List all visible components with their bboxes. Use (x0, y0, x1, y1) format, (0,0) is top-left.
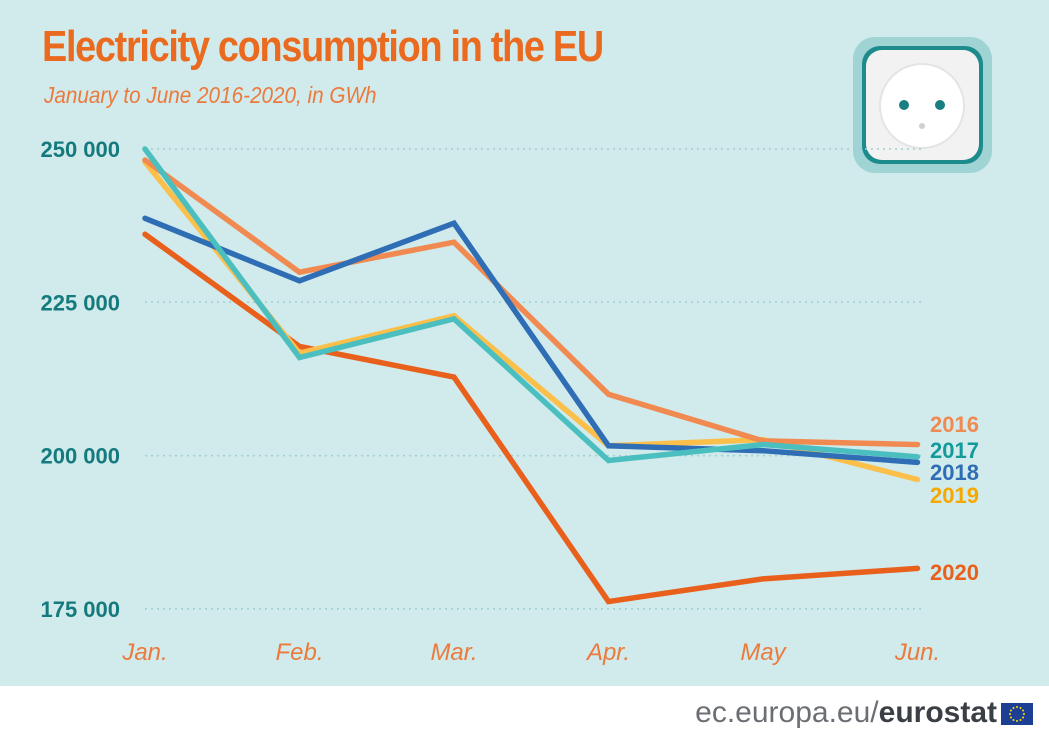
star-icon (1022, 716, 1025, 719)
x-tick-label: May (740, 639, 787, 666)
footer-site: ec.europa.eu/ (695, 696, 879, 729)
series-line-2018 (142, 215, 921, 466)
star-icon (1009, 709, 1012, 712)
series-line-2020 (142, 231, 921, 605)
y-tick-label: 175 000 (40, 597, 120, 622)
chart-subtitle: January to June 2016-2020, in GWh (44, 82, 377, 108)
star-icon (1012, 706, 1015, 709)
footer-link[interactable]: ec.europa.eu/eurostat (695, 696, 997, 730)
x-tick-label: Apr. (585, 639, 630, 666)
line-chart: 250 000 225 000 200 000 175 000 Jan. Feb. Mar… (40, 37, 992, 666)
y-tick-label: 225 000 (40, 290, 120, 315)
star-icon (1009, 716, 1012, 719)
x-tick-label: Mar. (430, 639, 477, 666)
eu-flag-icon (1001, 703, 1033, 725)
legend-label-2019: 2019 (930, 483, 979, 508)
legend-label-2016: 2016 (930, 412, 979, 437)
star-icon (1019, 719, 1022, 722)
star-icon (1023, 713, 1025, 715)
legend-label-2017: 2017 (930, 438, 979, 463)
power-socket-icon (853, 37, 992, 173)
x-tick-label: Feb. (275, 639, 323, 666)
x-tick-label: Jun. (894, 639, 940, 666)
legend-label-2020: 2020 (930, 560, 979, 585)
footer-brand: eurostat (878, 696, 997, 729)
footer: ec.europa.eu/eurostat (0, 686, 1049, 743)
legend-label-2018: 2018 (930, 460, 979, 485)
series-line-2017 (142, 146, 921, 464)
y-tick-label: 200 000 (40, 444, 120, 469)
star-icon (1016, 720, 1018, 722)
star-icon (1022, 709, 1025, 712)
star-icon (1016, 706, 1018, 708)
star-icon (1012, 719, 1015, 722)
y-tick-label: 250 000 (40, 137, 120, 162)
star-icon (1009, 713, 1011, 715)
x-tick-label: Jan. (121, 639, 167, 666)
star-icon (1019, 706, 1022, 709)
chart-title: Electricity consumption in the EU (42, 22, 604, 71)
series-line-2016 (142, 157, 921, 448)
